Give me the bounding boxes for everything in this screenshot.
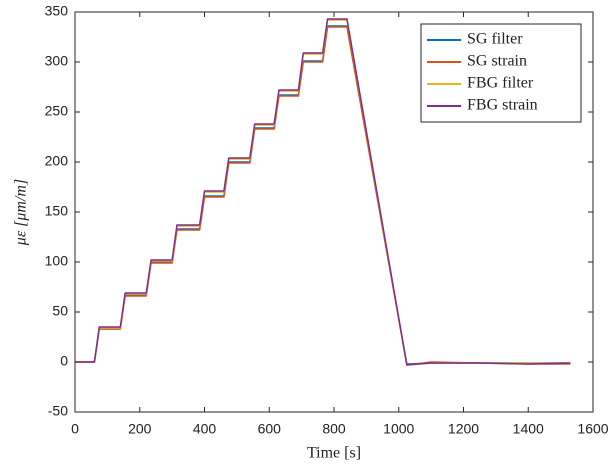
y-tick-label: 150 [45, 203, 69, 219]
x-tick-label: 1200 [448, 421, 479, 437]
y-tick-label: 300 [45, 53, 69, 69]
x-tick-label: 1400 [513, 421, 544, 437]
series-line [75, 18, 571, 366]
legend: SG filter SG strain FBG filter FBG strain [420, 23, 582, 123]
y-tick-label: 250 [45, 103, 69, 119]
y-axis-label: με [μm/m] [13, 179, 30, 246]
x-tick-label: 400 [193, 421, 217, 437]
y-tick-label: 350 [45, 3, 69, 19]
legend-label: FBG strain [467, 97, 538, 114]
x-tick-label: 200 [128, 421, 152, 437]
axes-box [74, 11, 594, 413]
y-tick-label: 0 [60, 353, 68, 369]
y-tick-label: -50 [48, 403, 68, 419]
x-tick-label: 0 [71, 421, 79, 437]
y-tick-label: 100 [45, 253, 69, 269]
legend-label: SG filter [467, 31, 523, 48]
x-tick-label: 600 [258, 421, 282, 437]
legend-label: FBG filter [467, 75, 534, 92]
y-tick-label: 50 [52, 303, 68, 319]
legend-label: SG strain [467, 53, 527, 70]
x-axis-label: Time [s] [307, 445, 361, 462]
y-tick-label: 200 [45, 153, 69, 169]
x-tick-label: 1000 [383, 421, 414, 437]
x-tick-label: 800 [322, 421, 346, 437]
x-tick-label: 1600 [577, 421, 608, 437]
